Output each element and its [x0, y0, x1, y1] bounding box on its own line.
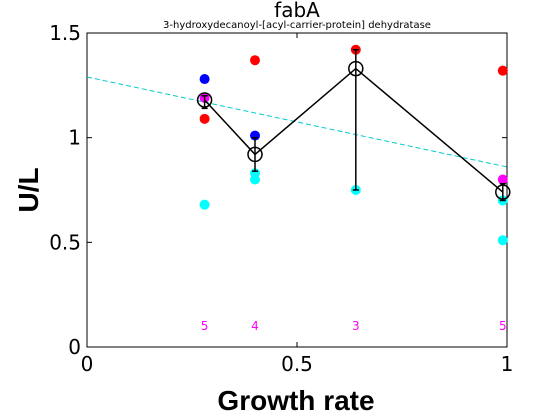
sample-count-label: 3 [352, 319, 360, 333]
mean-marker [348, 60, 364, 77]
x-axis-label: Growth rate [217, 385, 374, 416]
data-point [250, 174, 260, 185]
x-tick-label: 0 [81, 352, 94, 376]
data-point [199, 113, 210, 124]
data-point [250, 55, 260, 66]
plot-frame [86, 32, 508, 348]
mean-marker [196, 92, 213, 108]
data-point [199, 199, 210, 210]
y-tick-label: 0.5 [49, 230, 81, 254]
chart-subtitle: 3-hydroxydecanoyl-[acyl-carrier-protein]… [163, 20, 431, 31]
data-point [497, 174, 508, 185]
y-tick-label: 1 [68, 126, 81, 150]
y-tick-label: 0 [68, 335, 81, 359]
data-point [497, 65, 508, 76]
mean-line [204, 67, 504, 193]
y-axis-label: U/L [13, 167, 44, 212]
sample-count-label: 4 [251, 319, 259, 333]
y-tick-label: 1.5 [49, 21, 81, 45]
x-tick-label: 0.5 [281, 352, 313, 376]
mean-marker [495, 184, 511, 200]
mean-marker [247, 146, 263, 163]
sample-count-label: 5 [201, 319, 209, 333]
sample-count-label: 5 [499, 319, 507, 333]
chart-title: fabA [274, 0, 320, 22]
data-point [497, 235, 508, 246]
x-tick-label: 1 [501, 352, 514, 376]
data-point [199, 74, 210, 85]
